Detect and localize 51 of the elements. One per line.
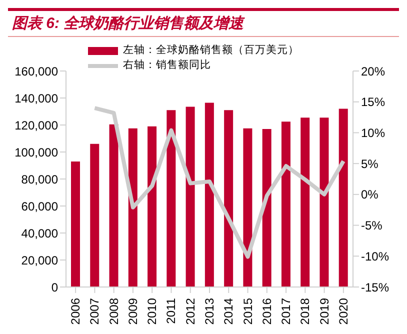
x-tick-label: 2009 xyxy=(126,298,140,325)
y-tick-label: 120,000 xyxy=(14,118,58,132)
bar xyxy=(90,144,100,287)
x-tick-label: 2007 xyxy=(88,298,102,325)
x-tick-label: 2008 xyxy=(106,298,121,325)
bar xyxy=(243,128,252,287)
y2-tick-label: -10% xyxy=(361,249,390,264)
x-tick-label: 2018 xyxy=(298,298,312,325)
y-tick-label: 160,000 xyxy=(14,64,58,78)
x-tick-label: 2020 xyxy=(336,298,350,325)
bar xyxy=(300,118,310,287)
bar xyxy=(109,124,118,287)
line-series xyxy=(92,106,346,259)
x-tick-label: 2017 xyxy=(279,298,294,325)
x-tick-label: 2006 xyxy=(68,298,83,325)
y2-tick-label: -5% xyxy=(361,218,383,233)
legend-label: 右轴：销售额同比 xyxy=(123,58,211,73)
y2-tick-label: 10% xyxy=(361,126,386,140)
bar xyxy=(186,106,195,287)
x-tick-label: 2014 xyxy=(222,298,236,325)
bar xyxy=(338,108,348,287)
x-tick-label: 2011 xyxy=(164,298,178,324)
y2-tick-label: 5% xyxy=(361,156,379,171)
x-tick-label: 2016 xyxy=(260,298,274,325)
y2-tick-label: 15% xyxy=(361,95,386,110)
x-tick-label: 2010 xyxy=(145,298,160,325)
y-tick-label: 0 xyxy=(51,280,58,294)
bar xyxy=(262,129,272,287)
x-tick-label: 2012 xyxy=(183,298,198,325)
x-tick-label: 2015 xyxy=(240,298,255,325)
bar xyxy=(204,102,214,287)
chart-title: 图表 6: 全球奶酪行业销售额及增速 xyxy=(8,8,399,37)
bar xyxy=(166,110,176,287)
bar xyxy=(148,126,157,287)
y-tick-label: 100,000 xyxy=(14,145,58,160)
bar xyxy=(320,118,329,287)
bar xyxy=(281,122,290,287)
y2-tick-label: -15% xyxy=(361,280,390,294)
y-tick-label: 20,000 xyxy=(21,253,58,268)
bar xyxy=(224,110,234,287)
y-tick-label: 80,000 xyxy=(21,172,58,186)
x-tick-label: 2013 xyxy=(202,298,216,325)
x-tick-label: 2019 xyxy=(317,298,332,325)
legend-label: 左轴：全球奶酪销售额（百万美元） xyxy=(123,43,299,58)
y2-tick-label: 20% xyxy=(361,64,386,78)
y-tick-label: 140,000 xyxy=(14,91,58,106)
bar xyxy=(128,128,138,287)
y-tick-label: 40,000 xyxy=(21,226,58,240)
bar xyxy=(71,161,80,287)
y-tick-label: 60,000 xyxy=(21,199,58,214)
y2-tick-label: 0% xyxy=(361,188,379,202)
